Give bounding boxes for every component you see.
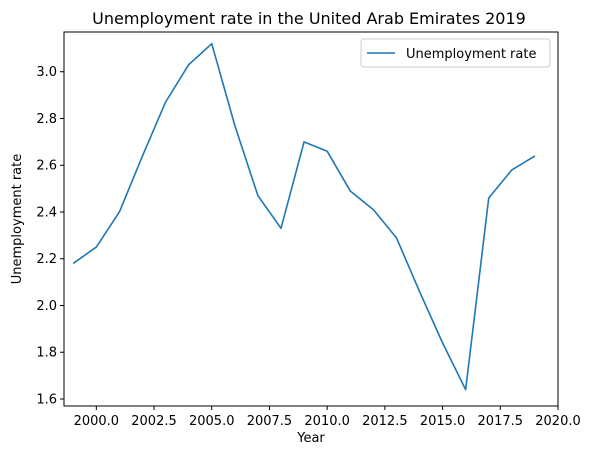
- data-point: [96, 246, 98, 248]
- plot-frame: [63, 31, 559, 407]
- x-tick-label: 2015.0: [420, 414, 466, 429]
- x-axis-title: Year: [296, 431, 325, 446]
- x-tick-label: 2010.0: [304, 414, 350, 429]
- y-tick-label: 2.4: [36, 205, 57, 220]
- data-point: [511, 169, 513, 171]
- x-tick-label: 2007.5: [247, 414, 293, 429]
- x-tick-label: 2020.0: [535, 414, 581, 429]
- y-axis-title: Unemployment rate: [10, 154, 25, 284]
- legend-box: [360, 38, 551, 68]
- data-point: [534, 155, 536, 157]
- data-point: [280, 228, 282, 230]
- data-point: [72, 263, 74, 265]
- data-point: [349, 190, 351, 192]
- y-tick-label: 2.2: [36, 252, 57, 267]
- y-tick-label: 2.0: [36, 299, 57, 314]
- data-point: [465, 389, 467, 391]
- data-point: [188, 64, 190, 66]
- legend: Unemployment rate: [360, 38, 551, 68]
- data-point: [234, 125, 236, 127]
- data-point: [257, 195, 259, 197]
- x-tick-label: 2012.5: [362, 414, 408, 429]
- data-point: [326, 150, 328, 152]
- data-point: [373, 209, 375, 211]
- series-line-unemployment-rate: [72, 42, 536, 391]
- x-tick-label: 2002.5: [131, 414, 177, 429]
- data-point: [211, 43, 213, 45]
- data-point: [488, 197, 490, 199]
- x-tick-label: 2017.5: [478, 414, 524, 429]
- series-layer: [72, 42, 536, 391]
- x-axis: 2000.0 2002.5 2005.0 2007.5 2010.0 2012.5 2015…: [74, 406, 581, 429]
- data-point: [119, 211, 121, 213]
- y-tick-label: 3.0: [36, 65, 57, 80]
- x-tick-label: 2000.0: [74, 414, 120, 429]
- data-point: [396, 237, 398, 239]
- data-point: [419, 291, 421, 293]
- data-point: [303, 141, 305, 143]
- y-axis: 1.6 1.8 2.0 2.2 2.4 2.6 2.8 3.0: [36, 65, 64, 407]
- plot-area: [63, 31, 559, 407]
- y-tick-label: 2.6: [36, 159, 57, 174]
- y-tick-label: 2.8: [36, 112, 57, 127]
- legend-label-unemployment-rate: Unemployment rate: [406, 47, 536, 62]
- data-point: [442, 342, 444, 344]
- data-point: [142, 155, 144, 157]
- y-tick-label: 1.8: [36, 346, 57, 361]
- chart-title: Unemployment rate in the United Arab Emi…: [92, 9, 526, 28]
- y-tick-label: 1.6: [36, 392, 57, 407]
- data-point: [165, 101, 167, 103]
- x-tick-label: 2005.0: [189, 414, 235, 429]
